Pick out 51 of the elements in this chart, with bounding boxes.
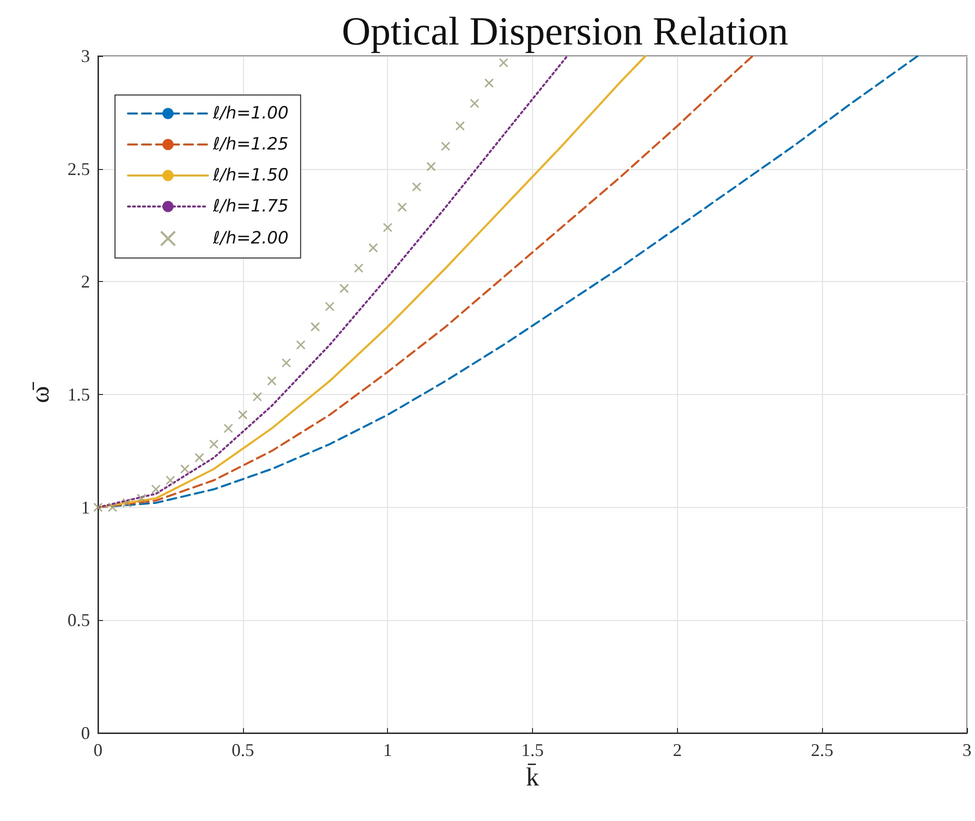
point (324, 302, 334, 312)
x-tick-label: 0.5 (232, 740, 254, 760)
point (209, 439, 219, 449)
point (252, 392, 262, 402)
point (122, 498, 132, 508)
y-tick-label: 1 (81, 497, 90, 518)
x-tick-label: 3 (962, 740, 972, 760)
legend-label: ℓ/h=1.00 (212, 104, 289, 124)
y-tick-label: 1.5 (68, 384, 90, 404)
point (238, 410, 248, 420)
point (339, 284, 349, 294)
point (151, 484, 161, 494)
legend-label: ℓ/h=1.50 (212, 166, 289, 186)
point (397, 202, 407, 212)
point (108, 502, 118, 512)
point (136, 494, 146, 504)
x-tick-label: 2.5 (810, 740, 834, 760)
x-tick-label: 1.5 (521, 740, 544, 760)
y-tick-label: 2.5 (68, 158, 90, 179)
point (267, 376, 277, 386)
x-axis-title: k̄ (526, 762, 539, 792)
y-axis-title: ω̄ (26, 382, 54, 404)
point (180, 464, 190, 474)
point (484, 78, 494, 88)
point (426, 162, 436, 172)
point (470, 98, 480, 108)
point (296, 340, 306, 350)
point (498, 58, 508, 68)
x-tick-label: 0 (94, 740, 102, 760)
y-tick-label: 2 (81, 272, 90, 292)
point (224, 424, 234, 434)
legend-label: ℓ/h=1.75 (212, 196, 289, 216)
point (166, 476, 176, 486)
point (455, 121, 465, 131)
point (354, 263, 364, 273)
point (194, 452, 204, 462)
chart-title: Optical Dispersion Relation (342, 8, 788, 54)
point (412, 182, 422, 192)
y-tick-label: 0 (81, 723, 90, 743)
y-tick-label: 3 (81, 46, 90, 66)
legend-label: ℓ/h=1.25 (212, 134, 289, 154)
y-tick-label: 0.5 (68, 610, 90, 630)
x-tick-label: 1 (383, 740, 392, 760)
point (310, 322, 320, 332)
point (368, 243, 378, 253)
point (382, 222, 392, 232)
point (93, 502, 103, 512)
legend-label: ℓ/h=2.00 (212, 228, 289, 248)
x-tick-label: 2 (672, 740, 682, 760)
point (282, 358, 292, 368)
point (440, 142, 450, 152)
